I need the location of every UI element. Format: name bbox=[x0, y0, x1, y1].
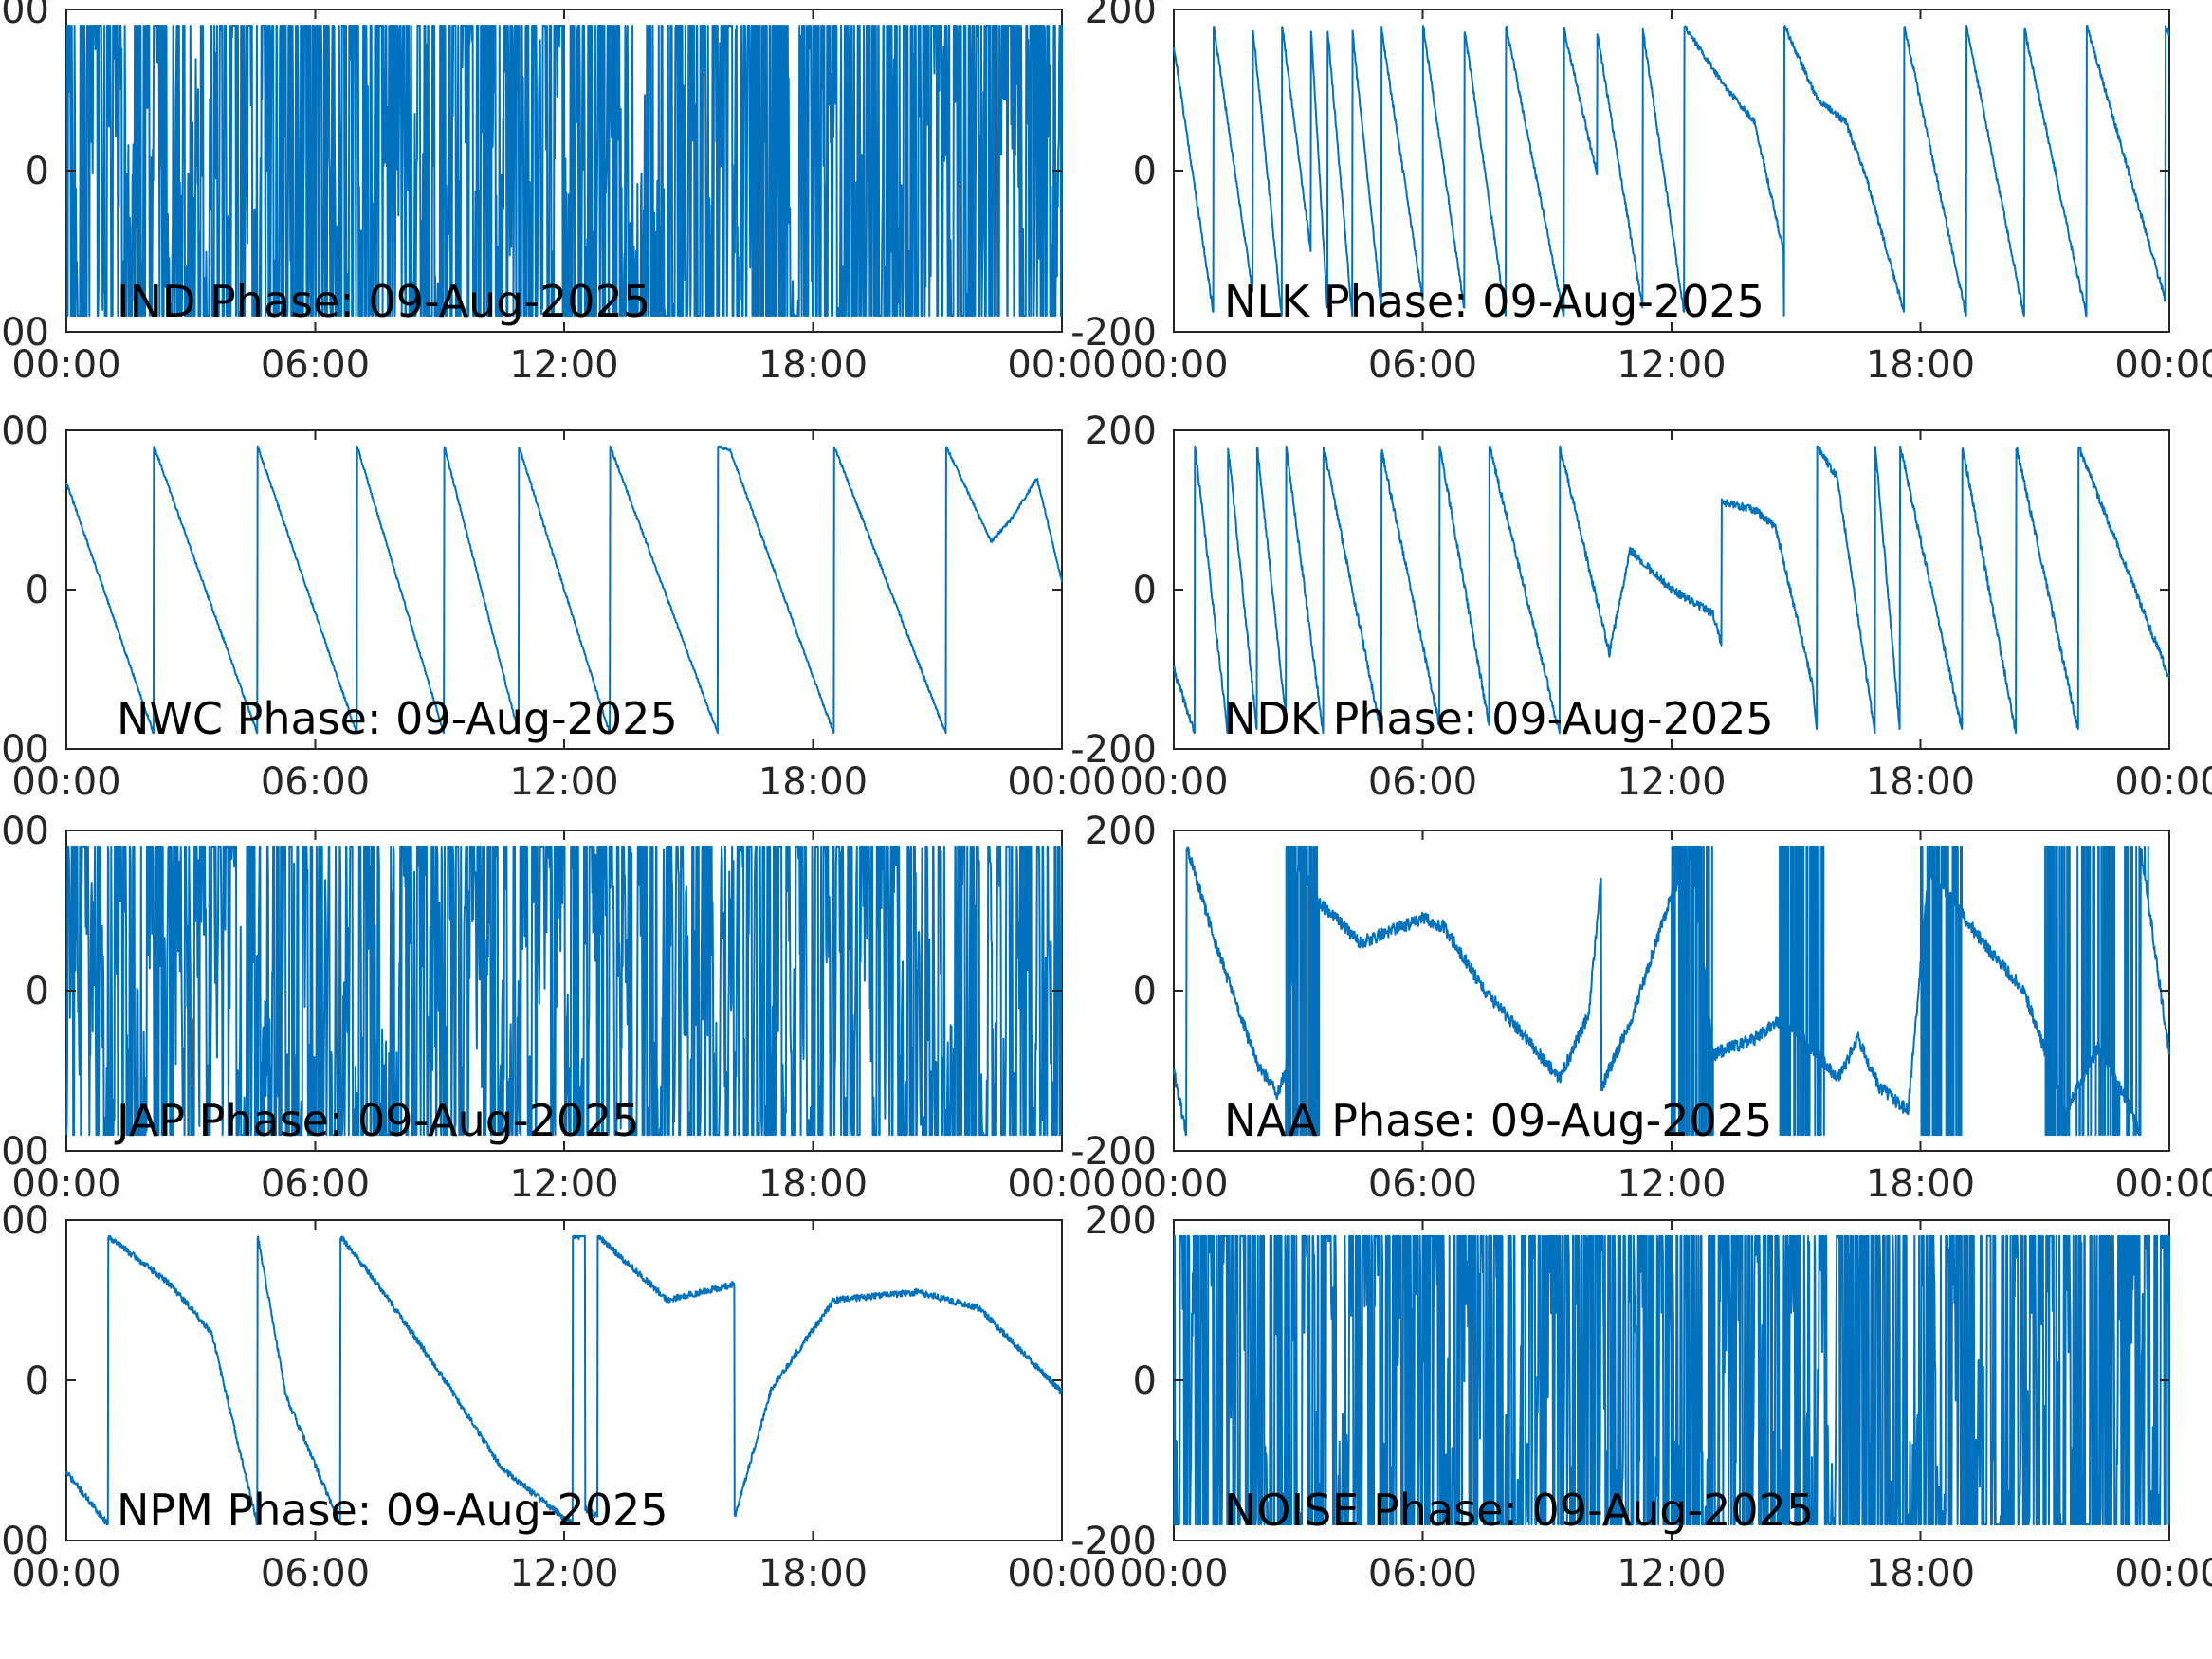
y-tick-label: 0 bbox=[1133, 569, 1157, 612]
x-tick-label: 18:00 bbox=[759, 343, 868, 387]
x-tick-label: 00:00 bbox=[1119, 343, 1228, 387]
x-tick-label: 00:00 bbox=[2114, 1162, 2212, 1206]
y-tick-label: -200 bbox=[0, 1520, 49, 1563]
y-tick-label: 200 bbox=[0, 410, 49, 453]
y-tick-label: -200 bbox=[1070, 311, 1157, 355]
x-tick-label: 00:00 bbox=[1007, 343, 1116, 387]
x-tick-label: 06:00 bbox=[261, 343, 370, 387]
x-tick-label: 12:00 bbox=[509, 1162, 618, 1206]
x-tick-label: 00:00 bbox=[1007, 1552, 1116, 1595]
x-tick-label: 12:00 bbox=[1617, 1552, 1726, 1595]
y-tick-label: 200 bbox=[1085, 0, 1157, 32]
x-tick-label: 00:00 bbox=[1119, 1162, 1228, 1206]
x-tick-label: 00:00 bbox=[2114, 1552, 2212, 1595]
panel-title: NDK Phase: 09-Aug-2025 bbox=[1224, 693, 1774, 744]
y-tick-label: -200 bbox=[0, 1130, 49, 1174]
phase-trace bbox=[65, 445, 1063, 735]
x-tick-label: 12:00 bbox=[1617, 343, 1726, 387]
x-tick-label: 18:00 bbox=[759, 760, 868, 804]
x-tick-label: 06:00 bbox=[1368, 343, 1477, 387]
panel-title: JAP Phase: 09-Aug-2025 bbox=[114, 1095, 640, 1146]
panel-title: NLK Phase: 09-Aug-2025 bbox=[1224, 276, 1764, 327]
x-tick-label: 00:00 bbox=[1119, 1552, 1228, 1595]
panel-title: NOISE Phase: 09-Aug-2025 bbox=[1224, 1485, 1814, 1536]
y-tick-label: 0 bbox=[26, 1359, 49, 1403]
panel-title: IND Phase: 09-Aug-2025 bbox=[117, 276, 650, 327]
x-tick-label: 06:00 bbox=[261, 760, 370, 804]
x-tick-label: 12:00 bbox=[1617, 1162, 1726, 1206]
y-tick-label: 200 bbox=[0, 0, 49, 32]
y-tick-label: 200 bbox=[0, 1199, 49, 1243]
x-tick-label: 18:00 bbox=[1866, 760, 1975, 804]
y-tick-label: -200 bbox=[1070, 1130, 1157, 1174]
x-tick-label: 18:00 bbox=[759, 1162, 868, 1206]
x-tick-label: 12:00 bbox=[509, 343, 618, 387]
x-tick-label: 18:00 bbox=[759, 1552, 868, 1595]
y-tick-label: 200 bbox=[0, 810, 49, 853]
x-tick-label: 12:00 bbox=[509, 760, 618, 804]
x-tick-label: 06:00 bbox=[1368, 760, 1477, 804]
x-tick-label: 18:00 bbox=[1866, 343, 1975, 387]
phase-trace bbox=[1173, 445, 2170, 735]
y-tick-label: 0 bbox=[26, 970, 49, 1013]
phase-trace bbox=[1173, 1234, 2170, 1526]
phase-trace bbox=[1173, 25, 2170, 317]
x-tick-label: 06:00 bbox=[261, 1162, 370, 1206]
x-tick-label: 06:00 bbox=[1368, 1552, 1477, 1595]
x-tick-label: 06:00 bbox=[1368, 1162, 1477, 1206]
y-tick-label: 0 bbox=[26, 150, 49, 193]
y-tick-label: 0 bbox=[1133, 150, 1157, 193]
x-tick-label: 00:00 bbox=[11, 1552, 120, 1595]
y-tick-label: 0 bbox=[1133, 1359, 1157, 1403]
x-tick-label: 12:00 bbox=[509, 1552, 618, 1595]
y-tick-label: 0 bbox=[1133, 970, 1157, 1013]
x-tick-label: 00:00 bbox=[11, 760, 120, 804]
y-tick-label: 0 bbox=[26, 569, 49, 612]
y-tick-label: -200 bbox=[0, 728, 49, 772]
x-tick-label: 18:00 bbox=[1866, 1552, 1975, 1595]
x-tick-label: 00:00 bbox=[1007, 1162, 1116, 1206]
x-tick-label: 00:00 bbox=[1119, 760, 1228, 804]
phase-trace bbox=[65, 845, 1063, 1137]
phase-trace bbox=[1173, 845, 2170, 1137]
phase-trace bbox=[65, 1234, 1063, 1526]
phase-trace bbox=[65, 25, 1063, 317]
x-tick-label: 00:00 bbox=[2114, 343, 2212, 387]
x-tick-label: 06:00 bbox=[261, 1552, 370, 1595]
x-tick-label: 00:00 bbox=[11, 343, 120, 387]
y-tick-label: -200 bbox=[0, 311, 49, 355]
y-tick-label: 200 bbox=[1085, 810, 1157, 853]
panel-title: NAA Phase: 09-Aug-2025 bbox=[1224, 1095, 1772, 1146]
x-tick-label: 12:00 bbox=[1617, 760, 1726, 804]
panel-title: NWC Phase: 09-Aug-2025 bbox=[117, 693, 678, 744]
y-tick-label: -200 bbox=[1070, 728, 1157, 772]
y-tick-label: 200 bbox=[1085, 410, 1157, 453]
panel-title: NPM Phase: 09-Aug-2025 bbox=[117, 1485, 668, 1536]
y-tick-label: 200 bbox=[1085, 1199, 1157, 1243]
x-tick-label: 18:00 bbox=[1866, 1162, 1975, 1206]
y-tick-label: -200 bbox=[1070, 1520, 1157, 1563]
x-tick-label: 00:00 bbox=[1007, 760, 1116, 804]
x-tick-label: 00:00 bbox=[11, 1162, 120, 1206]
x-tick-label: 00:00 bbox=[2114, 760, 2212, 804]
